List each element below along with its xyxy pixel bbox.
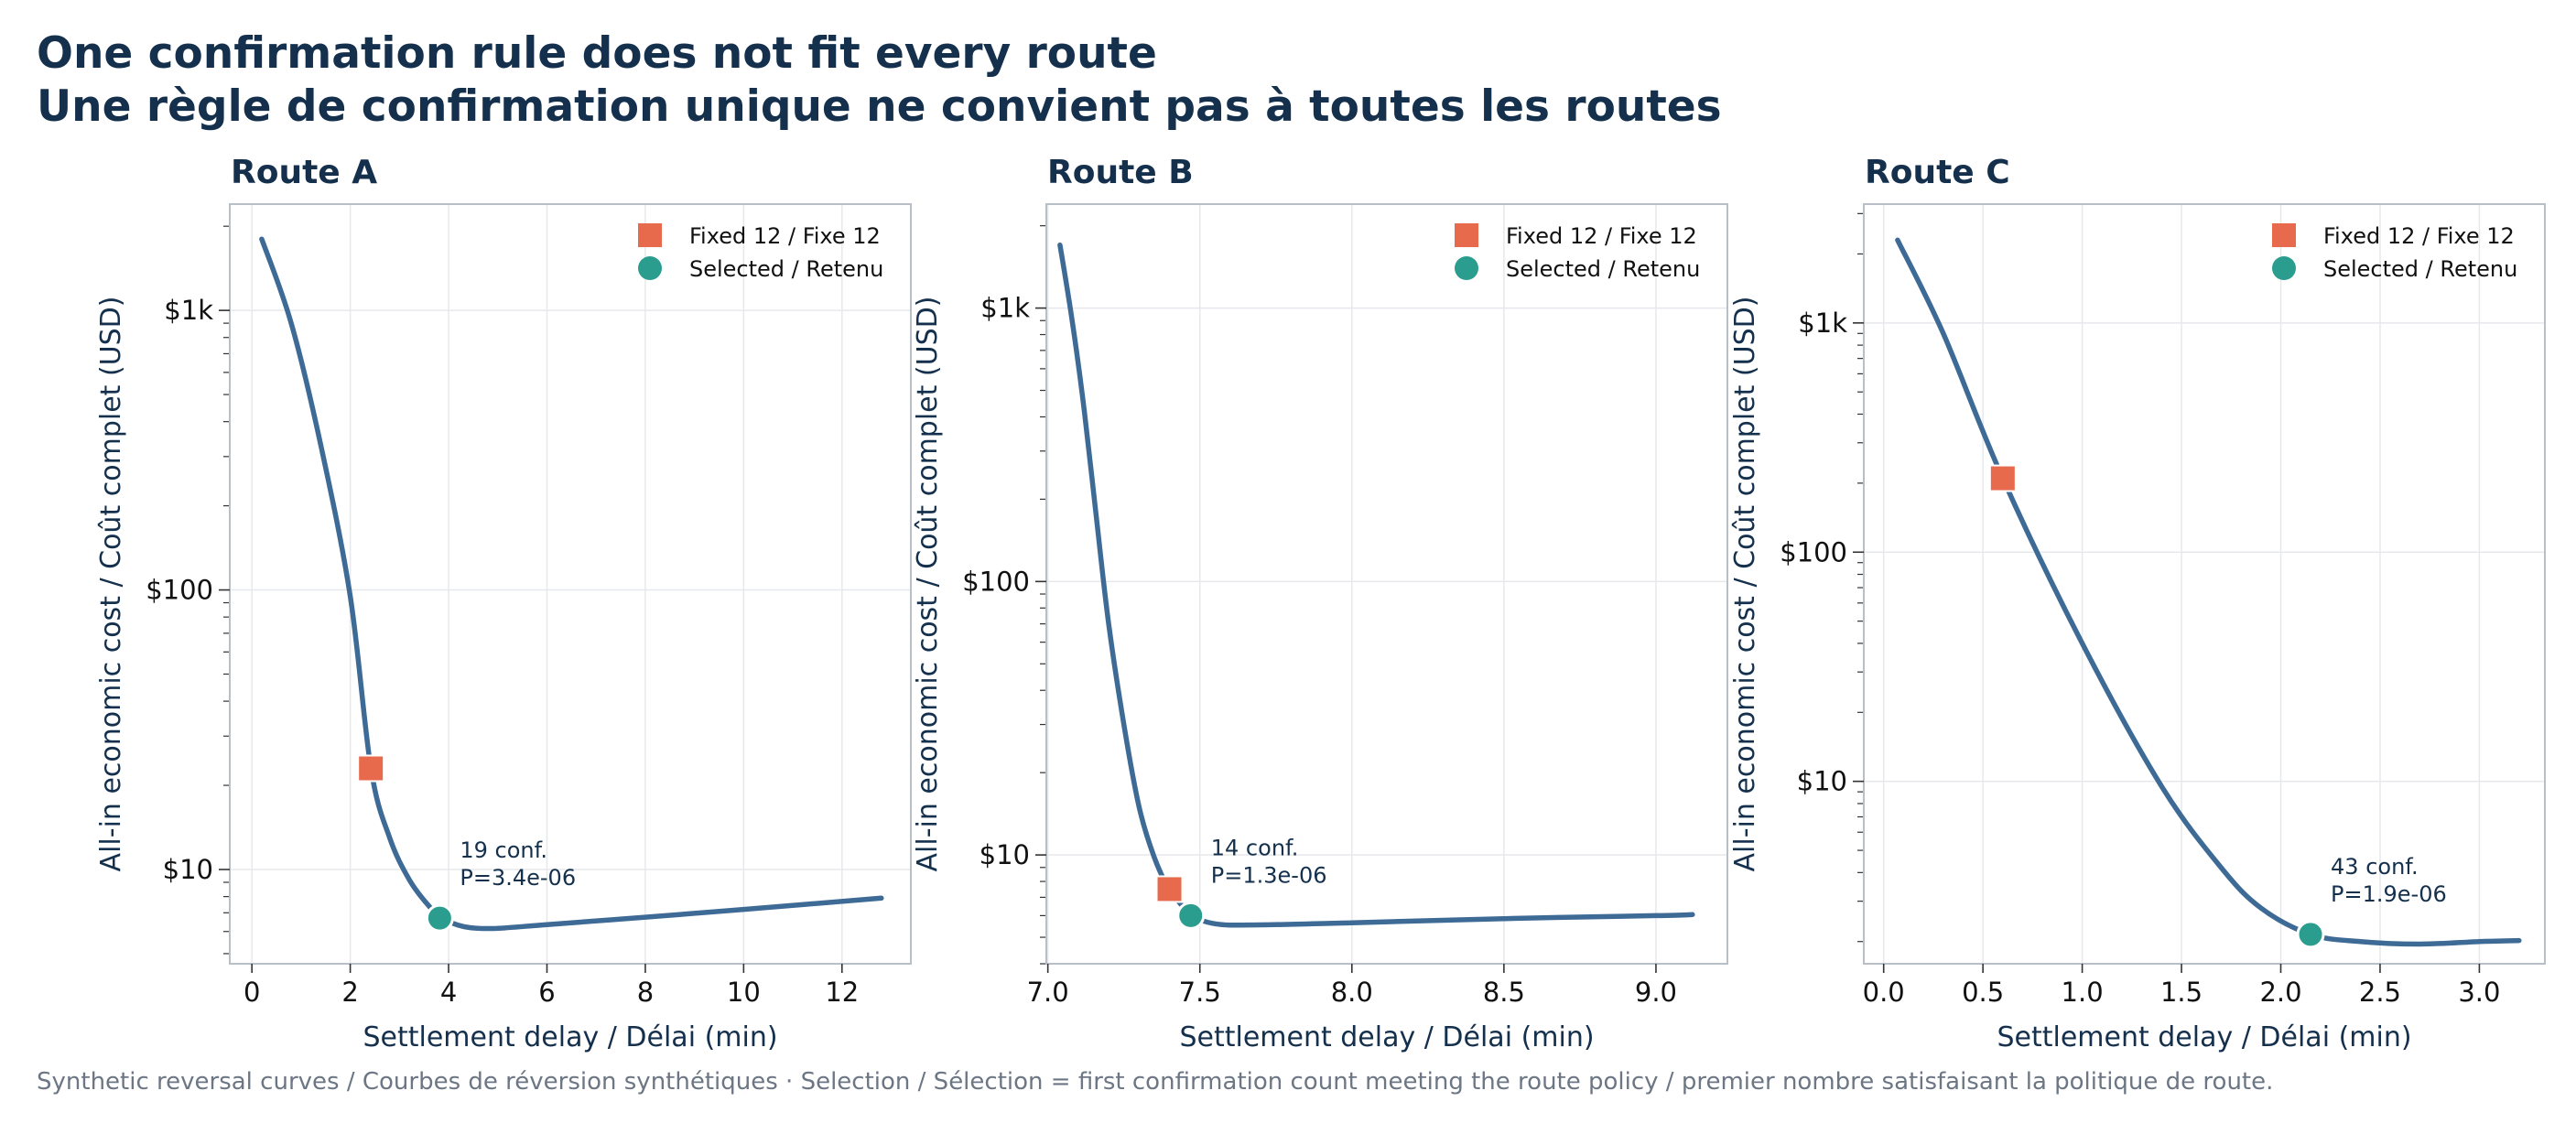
legend-label-selected: Selected / Retenu: [1506, 256, 1700, 282]
tick-label-y: $10: [980, 839, 1030, 870]
tick-label-y: $10: [163, 854, 213, 885]
annotation-conf: 14 conf.: [1211, 835, 1299, 860]
legend-label-fixed: Fixed 12 / Fixe 12: [689, 223, 881, 249]
tick-label-x: 6: [538, 977, 555, 1008]
annotation-conf: 19 conf.: [460, 837, 547, 863]
tick-label-x: 2: [341, 977, 358, 1008]
legend-label-fixed: Fixed 12 / Fixe 12: [1506, 223, 1697, 249]
tick-label-x: 7.5: [1179, 977, 1221, 1008]
selected-marker: [425, 903, 454, 933]
annotation-probability: P=3.4e-06: [460, 865, 576, 891]
plot-area: [230, 204, 911, 964]
selected-marker: [2296, 920, 2325, 949]
legend-label-selected: Selected / Retenu: [689, 256, 883, 282]
tick-label-x: 1.0: [2062, 977, 2104, 1008]
footnote: Synthetic reversal curves / Courbes de r…: [37, 1068, 2274, 1096]
x-axis-label: Settlement delay / Délai (min): [363, 1021, 777, 1053]
chart-title-block: One confirmation rule does not fit every…: [37, 27, 1722, 134]
legend-marker-fixed: [2272, 223, 2296, 247]
tick-label-x: 0.5: [1962, 977, 2004, 1008]
chart-panel-2: 7.0 7.5 8.0 8.5 9.0 $10 $100 $1k Settlement dela…: [912, 203, 1728, 1053]
legend-label-fixed: Fixed 12 / Fixe 12: [2323, 223, 2515, 249]
tick-label-x: 7.0: [1027, 977, 1069, 1008]
annotation-conf: 43 conf.: [2331, 854, 2419, 880]
selected-marker: [1176, 901, 1206, 930]
tick-label-x: 2.5: [2359, 977, 2401, 1008]
chart-title-en: One confirmation rule does not fit every…: [37, 28, 1157, 79]
tick-label-y: $1k: [980, 293, 1030, 324]
tick-label-x: 9.0: [1635, 977, 1677, 1008]
x-axis-label: Settlement delay / Délai (min): [1179, 1021, 1594, 1053]
series-line: [259, 236, 884, 932]
series-line: [1057, 242, 1695, 928]
series-line: [1895, 237, 2522, 947]
legend-marker-selected: [2272, 256, 2296, 280]
panel-title-route-b: Route B: [1047, 154, 1194, 191]
tick-label-y: $100: [962, 566, 1030, 597]
panel-title-route-a: Route A: [231, 154, 378, 191]
plot-frame: [1045, 203, 1728, 965]
annotation-probability: P=1.3e-06: [1211, 862, 1327, 888]
x-axis-label: Settlement delay / Délai (min): [1997, 1021, 2411, 1053]
legend-label-selected: Selected / Retenu: [2323, 256, 2517, 282]
fixed-marker: [357, 754, 385, 783]
tick-label-y: $1k: [1798, 308, 1847, 339]
tick-label-x: 8.5: [1483, 977, 1525, 1008]
tick-label-x: 2.0: [2259, 977, 2301, 1008]
tick-label-y: $10: [1797, 766, 1847, 797]
tick-label-x: 4: [440, 977, 457, 1008]
tick-label-y: $1k: [164, 295, 213, 326]
fixed-marker: [1155, 875, 1184, 903]
plot-area: [1046, 204, 1727, 964]
y-axis-label: All-in economic cost / Coût complet (USD…: [95, 297, 127, 872]
chart-title-fr: Une règle de confirmation unique ne conv…: [37, 81, 1722, 132]
chart-panel-1: 0 2 4 6 8 10 12 $10 $100 $1k Settlement delay / Dé…: [95, 203, 912, 1053]
tick-label-x: 10: [727, 977, 761, 1008]
tick-label-y: $100: [146, 575, 213, 606]
y-axis-label: All-in economic cost / Coût complet (USD…: [912, 297, 944, 872]
tick-label-x: 3.0: [2458, 977, 2500, 1008]
tick-label-x: 8: [637, 977, 654, 1008]
legend-marker-fixed: [1455, 223, 1478, 247]
y-axis-label: All-in economic cost / Coût complet (USD…: [1729, 297, 1761, 872]
fixed-marker: [1988, 464, 2017, 492]
annotation-probability: P=1.9e-06: [2331, 881, 2447, 907]
legend-marker-selected: [1455, 256, 1478, 280]
tick-label-x: 0.0: [1863, 977, 1905, 1008]
panel-title-route-c: Route C: [1865, 154, 2010, 191]
tick-label-x: 1.5: [2160, 977, 2203, 1008]
tick-label-y: $100: [1780, 536, 1847, 567]
tick-label-x: 0: [244, 977, 260, 1008]
plot-frame: [229, 203, 912, 965]
tick-label-x: 8.0: [1331, 977, 1373, 1008]
plot-frame: [1863, 203, 2546, 965]
chart-panel-3: 0.0 0.5 1.0 1.5 2.0 2.5 3.0 $10 $100 $1k Settlemen…: [1729, 203, 2546, 1053]
legend-marker-selected: [638, 256, 662, 280]
legend-marker-fixed: [638, 223, 662, 247]
tick-label-x: 12: [825, 977, 859, 1008]
plot-area: [1864, 204, 2545, 964]
